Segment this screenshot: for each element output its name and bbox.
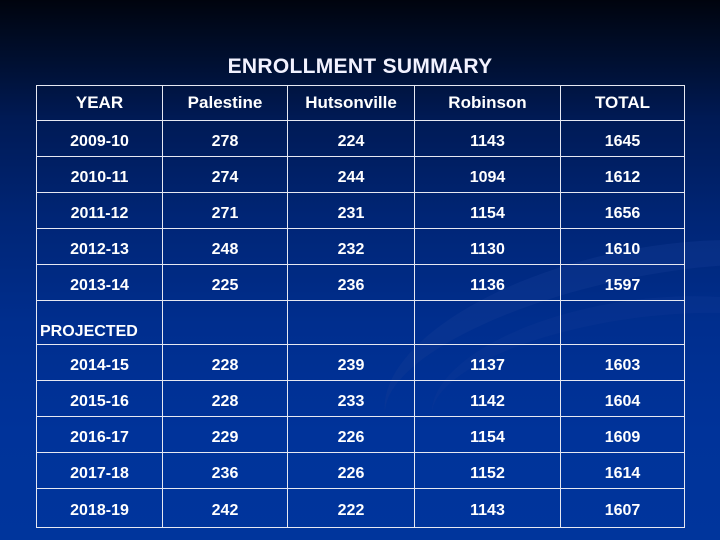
cell-hutsonville: 226 [287,416,415,453]
cell-hutsonville: 232 [287,228,415,265]
table-row-projected: 2016-17 229 226 1154 1609 [36,416,685,453]
cell-robinson: 1143 [414,488,561,528]
cell-total: 1610 [560,228,685,265]
cell-year: 2012-13 [36,228,163,265]
cell-hutsonville: 222 [287,488,415,528]
cell-palestine: 228 [162,380,288,417]
empty-cell [560,300,685,345]
cell-robinson: 1154 [414,192,561,229]
cell-total: 1609 [560,416,685,453]
cell-palestine: 248 [162,228,288,265]
cell-year: 2015-16 [36,380,163,417]
cell-total: 1645 [560,120,685,157]
cell-robinson: 1130 [414,228,561,265]
cell-total: 1656 [560,192,685,229]
cell-total: 1614 [560,452,685,489]
cell-total: 1604 [560,380,685,417]
cell-robinson: 1137 [414,344,561,381]
cell-robinson: 1154 [414,416,561,453]
table-row-projected: 2015-16 228 233 1142 1604 [36,380,685,417]
cell-total: 1597 [560,264,685,301]
cell-robinson: 1094 [414,156,561,193]
empty-cell [414,300,561,345]
table-row-projected: 2018-19 242 222 1143 1607 [36,488,685,528]
table-row-projected: 2014-15 228 239 1137 1603 [36,344,685,381]
empty-cell [162,300,288,345]
table-row: 2011-12 271 231 1154 1656 [36,192,685,229]
empty-cell [287,300,415,345]
page-title: ENROLLMENT SUMMARY [227,55,493,78]
cell-hutsonville: 244 [287,156,415,193]
column-header-year: YEAR [36,85,163,121]
cell-robinson: 1152 [414,452,561,489]
cell-robinson: 1142 [414,380,561,417]
cell-year: 2010-11 [36,156,163,193]
column-header-hutsonville: Hutsonville [287,85,415,121]
cell-palestine: 229 [162,416,288,453]
cell-palestine: 274 [162,156,288,193]
cell-palestine: 278 [162,120,288,157]
cell-palestine: 236 [162,452,288,489]
cell-year: 2014-15 [36,344,163,381]
table-row: 2009-10 278 224 1143 1645 [36,120,685,157]
cell-total: 1603 [560,344,685,381]
cell-palestine: 242 [162,488,288,528]
column-header-total: TOTAL [560,85,685,121]
table-row-projected: 2017-18 236 226 1152 1614 [36,452,685,489]
cell-hutsonville: 233 [287,380,415,417]
cell-hutsonville: 226 [287,452,415,489]
cell-year: 2016-17 [36,416,163,453]
enrollment-table: YEAR Palestine Hutsonville Robinson TOTA… [36,85,685,528]
projected-label: PROJECTED [36,300,163,345]
cell-year: 2018-19 [36,488,163,528]
cell-total: 1612 [560,156,685,193]
cell-hutsonville: 231 [287,192,415,229]
cell-palestine: 271 [162,192,288,229]
cell-palestine: 225 [162,264,288,301]
column-header-robinson: Robinson [414,85,561,121]
cell-year: 2009-10 [36,120,163,157]
table-header-row: YEAR Palestine Hutsonville Robinson TOTA… [36,85,685,121]
cell-hutsonville: 236 [287,264,415,301]
table-row: 2010-11 274 244 1094 1612 [36,156,685,193]
cell-robinson: 1143 [414,120,561,157]
cell-total: 1607 [560,488,685,528]
cell-hutsonville: 224 [287,120,415,157]
projected-section-row: PROJECTED [36,300,685,345]
cell-hutsonville: 239 [287,344,415,381]
cell-year: 2017-18 [36,452,163,489]
table-row: 2013-14 225 236 1136 1597 [36,264,685,301]
cell-year: 2013-14 [36,264,163,301]
cell-robinson: 1136 [414,264,561,301]
cell-palestine: 228 [162,344,288,381]
cell-year: 2011-12 [36,192,163,229]
column-header-palestine: Palestine [162,85,288,121]
table-row: 2012-13 248 232 1130 1610 [36,228,685,265]
